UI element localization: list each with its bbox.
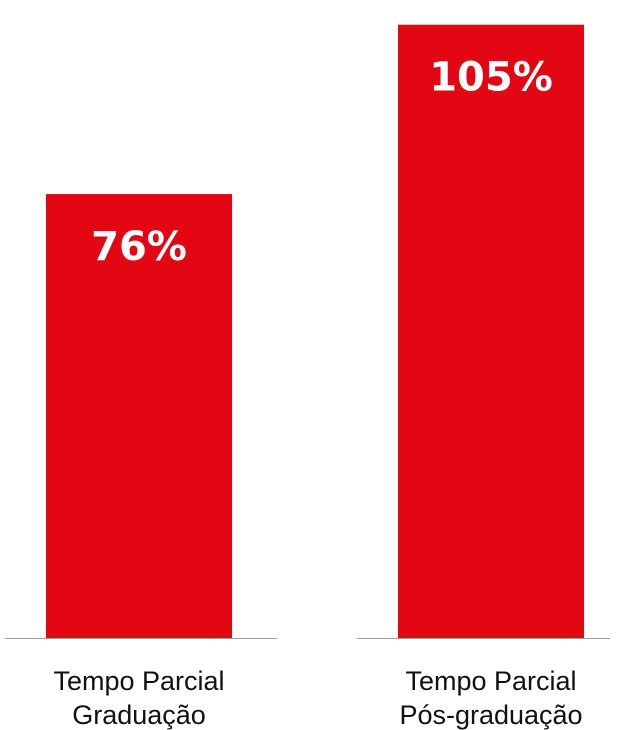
category-label-1-line-2: Graduação — [72, 700, 206, 730]
bar-value-label-2: 105% — [429, 55, 553, 101]
category-label-2-line-1: Tempo Parcial — [405, 666, 576, 696]
value-labels-group: 76% 105% — [91, 55, 553, 270]
bar-2 — [398, 24, 584, 638]
category-label-2-line-2: Pós-graduação — [399, 700, 582, 730]
bar-1 — [46, 194, 232, 638]
category-label-1-line-1: Tempo Parcial — [53, 666, 224, 696]
bars-group — [46, 24, 584, 638]
category-labels-group: Tempo Parcial Graduação Tempo Parcial Pós-g… — [53, 666, 582, 730]
bar-value-label-1: 76% — [91, 224, 187, 270]
